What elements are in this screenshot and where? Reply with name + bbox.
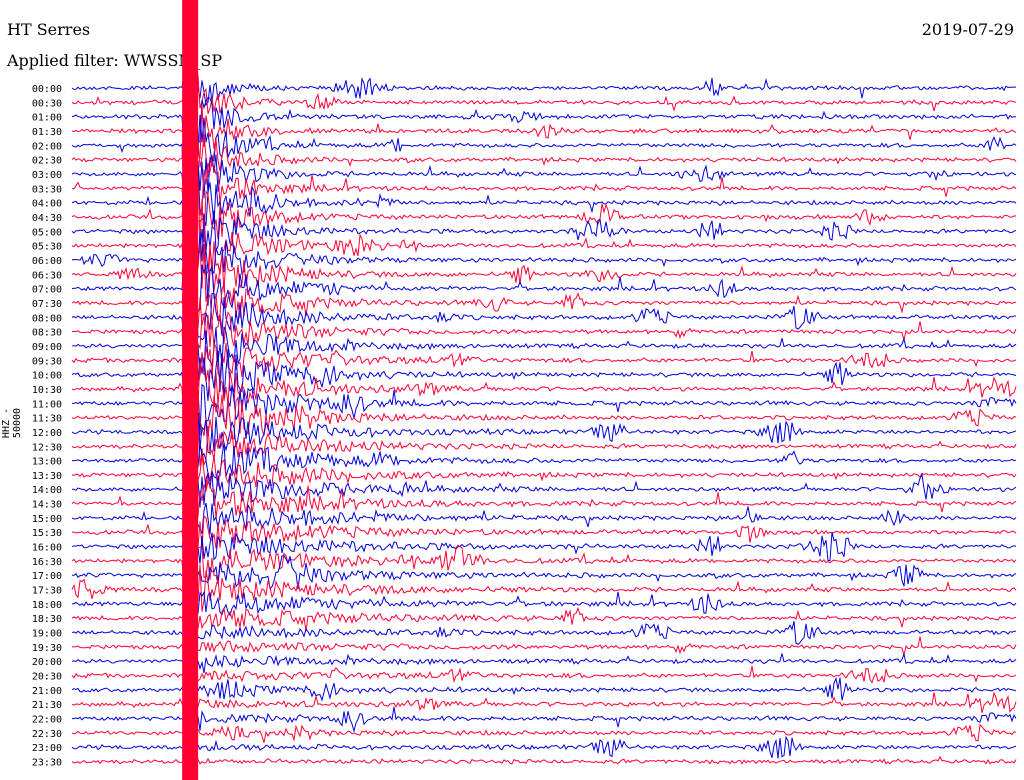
seismic-trace [71,476,1017,528]
seismic-trace [71,652,1017,673]
row-time-label: 07:30 [32,299,62,310]
row-time-label: 04:30 [32,213,62,224]
seismic-trace [71,666,1017,684]
seismic-trace [71,755,1017,765]
row-time-label: 17:00 [32,571,62,582]
row-time-label: 05:00 [32,227,62,238]
row-time-label: 02:00 [32,141,62,152]
row-time-label: 10:00 [32,371,62,382]
row-time-label: 17:30 [32,586,62,597]
row-time-label: 00:30 [32,98,62,109]
row-time-label: 12:00 [32,428,62,439]
seismic-trace [71,564,1017,612]
row-time-label: 01:00 [32,113,62,124]
seismic-trace [71,421,1017,467]
row-time-label: 08:00 [32,313,62,324]
row-time-label: 11:30 [32,414,62,425]
row-time-label: 15:30 [32,528,62,539]
seismic-trace [71,505,1017,550]
row-time-label: 09:00 [32,342,62,353]
row-time-label: 06:00 [32,256,62,267]
seismic-trace [71,379,1017,436]
row-time-label: 22:30 [32,729,62,740]
seismic-trace [71,389,1017,440]
row-time-label: 13:30 [32,471,62,482]
row-time-label: 14:30 [32,500,62,511]
seismic-trace [71,68,1017,139]
row-time-label: 21:00 [32,686,62,697]
row-time-label: 02:30 [32,156,62,167]
seismic-trace [71,99,1017,160]
seismic-trace [71,212,1017,290]
row-time-label: 13:00 [32,457,62,468]
seismic-trace [71,555,1017,594]
seismic-trace [71,636,1017,657]
seismic-trace [71,77,1016,153]
row-time-label: 06:30 [32,270,62,281]
row-time-label: 10:30 [32,385,62,396]
seismic-trace [71,218,1017,298]
row-time-label: 12:30 [32,442,62,453]
row-time-label: 09:30 [32,356,62,367]
row-time-label: 23:00 [32,743,62,754]
row-time-label: 16:30 [32,557,62,568]
seismic-trace [71,691,1017,713]
row-time-label: 00:00 [32,84,62,95]
row-time-label: 04:00 [32,199,62,210]
station-name: HT Serres [7,20,91,39]
row-time-label: 23:30 [32,758,62,769]
seismic-trace [71,676,1017,702]
row-time-label: 15:00 [32,514,62,525]
seismic-trace [71,442,1017,482]
row-time-label: 19:00 [32,629,62,640]
row-time-label: 20:30 [32,672,62,683]
row-time-label: 03:00 [32,170,62,181]
row-time-label: 22:00 [32,715,62,726]
seismic-trace [71,361,1017,422]
seismic-trace [71,176,1017,253]
row-time-label: 20:00 [32,657,62,668]
seismic-trace [71,239,1017,307]
row-time-label: 07:00 [32,285,62,296]
row-time-label: 14:00 [32,485,62,496]
row-time-label: 11:00 [32,399,62,410]
seismic-trace [71,101,1017,196]
row-time-label: 21:30 [32,700,62,711]
seismic-trace [71,60,1017,116]
seismic-trace [71,498,1017,536]
record-date: 2019-07-29 [921,20,1014,39]
row-time-label: 03:30 [32,184,62,195]
seismic-trace [71,296,1017,370]
seismic-trace [71,275,1017,329]
seismic-trace [71,735,1017,759]
row-time-label: 19:30 [32,643,62,654]
seismic-trace [71,723,1017,743]
seismic-trace [71,706,1017,733]
seismic-trace [71,315,1017,376]
row-time-label: 16:00 [32,543,62,554]
row-time-label: 01:30 [32,127,62,138]
seismic-trace [71,126,1017,187]
applied-filter: Applied filter: WWSSN_SP [7,51,223,70]
seismic-trace [71,467,1017,508]
seismic-trace [71,210,1017,263]
row-time-label: 18:00 [32,600,62,611]
row-time-label: 18:30 [32,614,62,625]
row-time-label: 05:30 [32,242,62,253]
seismic-trace [71,606,1017,632]
seismic-trace [71,170,1017,234]
seismic-trace [71,288,1016,351]
seismic-trace [71,139,1017,212]
seismic-trace [71,621,1017,646]
seismic-trace [71,402,1017,458]
saturated-event-band [182,0,199,780]
seismic-trace [71,544,1017,585]
seismic-trace [71,153,1017,216]
seismic-trace [71,251,1017,313]
row-time-label: 08:30 [32,328,62,339]
